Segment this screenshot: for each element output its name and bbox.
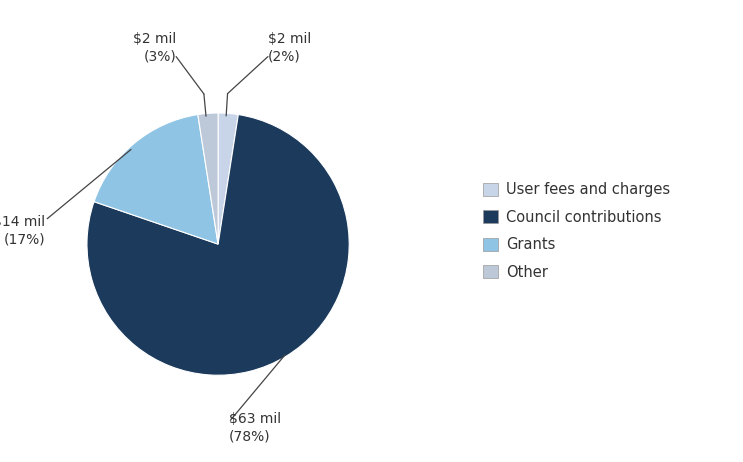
Text: $2 mil
(3%): $2 mil (3%) [133, 32, 176, 63]
Legend: User fees and charges, Council contributions, Grants, Other: User fees and charges, Council contribut… [483, 182, 670, 280]
Wedge shape [218, 113, 239, 244]
Wedge shape [94, 115, 218, 244]
Text: $63 mil
(78%): $63 mil (78%) [229, 412, 281, 443]
Wedge shape [198, 113, 218, 244]
Text: $14 mil
(17%): $14 mil (17%) [0, 215, 45, 247]
Wedge shape [87, 115, 349, 375]
Text: $2 mil
(2%): $2 mil (2%) [268, 32, 311, 63]
